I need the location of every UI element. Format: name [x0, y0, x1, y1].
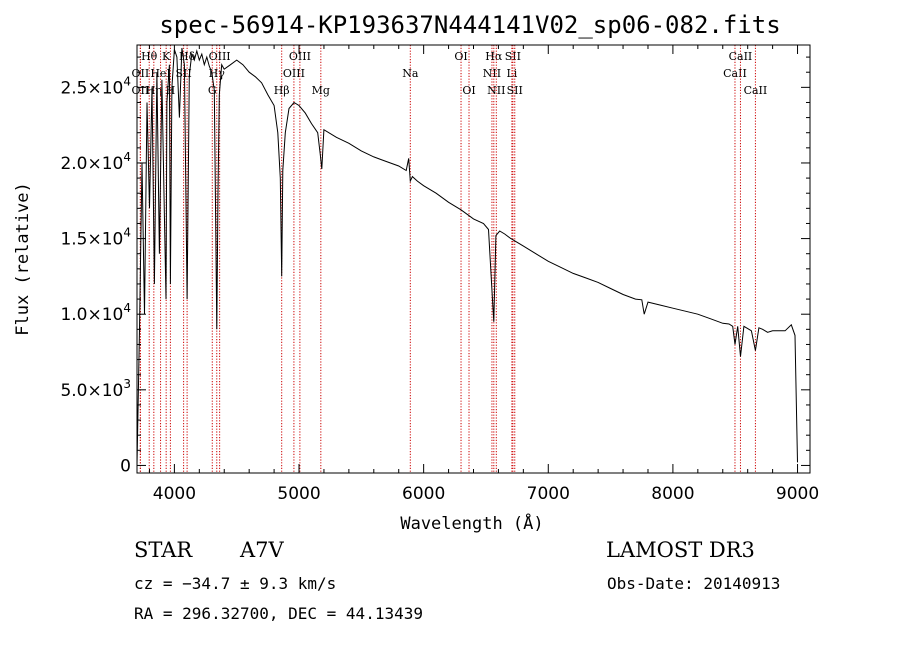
- line-label: Hη: [146, 84, 162, 97]
- x-tick-label: 7000: [527, 484, 570, 504]
- y-tick-mantissa: 0: [120, 456, 131, 476]
- y-tick-mantissa: 2.0×10: [60, 154, 123, 174]
- survey-name: LAMOST DR3: [606, 538, 755, 562]
- line-label: NII: [483, 67, 501, 80]
- line-label: OI: [462, 84, 475, 97]
- line-label: OIII: [289, 50, 311, 63]
- y-tick-label: 1.5×104: [60, 226, 131, 250]
- line-label: HeI: [150, 67, 170, 80]
- chart-title: spec-56914-KP193637N444141V02_sp06-082.f…: [159, 11, 780, 39]
- x-tick-label: 9000: [776, 484, 819, 504]
- line-label: Na: [402, 67, 419, 80]
- redshift-cz: cz = −34.7 ± 9.3 km/s: [134, 574, 337, 593]
- line-label: H: [166, 84, 176, 97]
- observation-date: Obs-Date: 20140913: [607, 574, 781, 593]
- y-tick-exponent: 4: [123, 150, 131, 164]
- y-tick-mantissa: 2.5×10: [60, 78, 123, 98]
- axis-ticks: 4000 5000 6000 7000 8000 900005.0×1031.0×1041…: [60, 45, 819, 504]
- line-label: OI: [454, 50, 467, 63]
- x-tick-label: 5000: [277, 484, 320, 504]
- y-axis-label: Flux (relative): [13, 182, 33, 336]
- y-tick-exponent: 4: [123, 74, 131, 88]
- y-tick-mantissa: 5.0×10: [60, 381, 123, 401]
- line-label: CaII: [729, 50, 753, 63]
- line-label: NII: [487, 84, 505, 97]
- y-tick-mantissa: 1.0×10: [60, 305, 123, 325]
- line-label: Mg: [312, 84, 330, 97]
- plot-frame: [136, 44, 811, 474]
- line-label: CaII: [723, 67, 747, 80]
- line-markers: OIIOIIHθHηHeIKHHδSIIGHγOIIIHβOIIIOIIIMgN…: [132, 45, 768, 473]
- x-axis-label: Wavelength (Å): [400, 512, 543, 534]
- x-tick-label: 8000: [651, 484, 694, 504]
- spectrum-layer: [136, 47, 798, 466]
- line-label: Hα: [485, 50, 503, 63]
- y-tick-mantissa: 1.5×10: [60, 230, 123, 250]
- line-label: Li: [506, 67, 517, 80]
- y-tick-exponent: 4: [123, 301, 131, 315]
- y-tick-exponent: 4: [123, 226, 131, 240]
- line-label: G: [208, 84, 217, 97]
- line-label: SII: [175, 67, 191, 80]
- object-class: STAR: [134, 538, 193, 562]
- y-tick-label: 1.0×104: [60, 301, 131, 325]
- x-tick-label: 6000: [402, 484, 445, 504]
- line-label: CaII: [744, 84, 768, 97]
- line-label: Hθ: [141, 50, 158, 63]
- spectrum-line: [136, 47, 798, 466]
- line-label: SII: [507, 84, 523, 97]
- line-label: K: [162, 50, 171, 63]
- y-tick-exponent: 3: [123, 377, 131, 391]
- y-tick-label: 5.0×103: [60, 377, 131, 401]
- object-subclass: A7V: [240, 538, 284, 562]
- y-tick-label: 2.5×104: [60, 74, 131, 98]
- line-label: OIII: [283, 67, 305, 80]
- line-label: OIII: [209, 50, 231, 63]
- line-label: Hγ: [209, 67, 226, 80]
- y-tick-label: 0: [120, 456, 131, 476]
- y-tick-label: 2.0×104: [60, 150, 131, 174]
- line-label: SII: [505, 50, 521, 63]
- line-label: Hβ: [274, 84, 290, 97]
- ra-dec: RA = 296.32700, DEC = 44.13439: [134, 604, 423, 623]
- x-tick-label: 4000: [153, 484, 196, 504]
